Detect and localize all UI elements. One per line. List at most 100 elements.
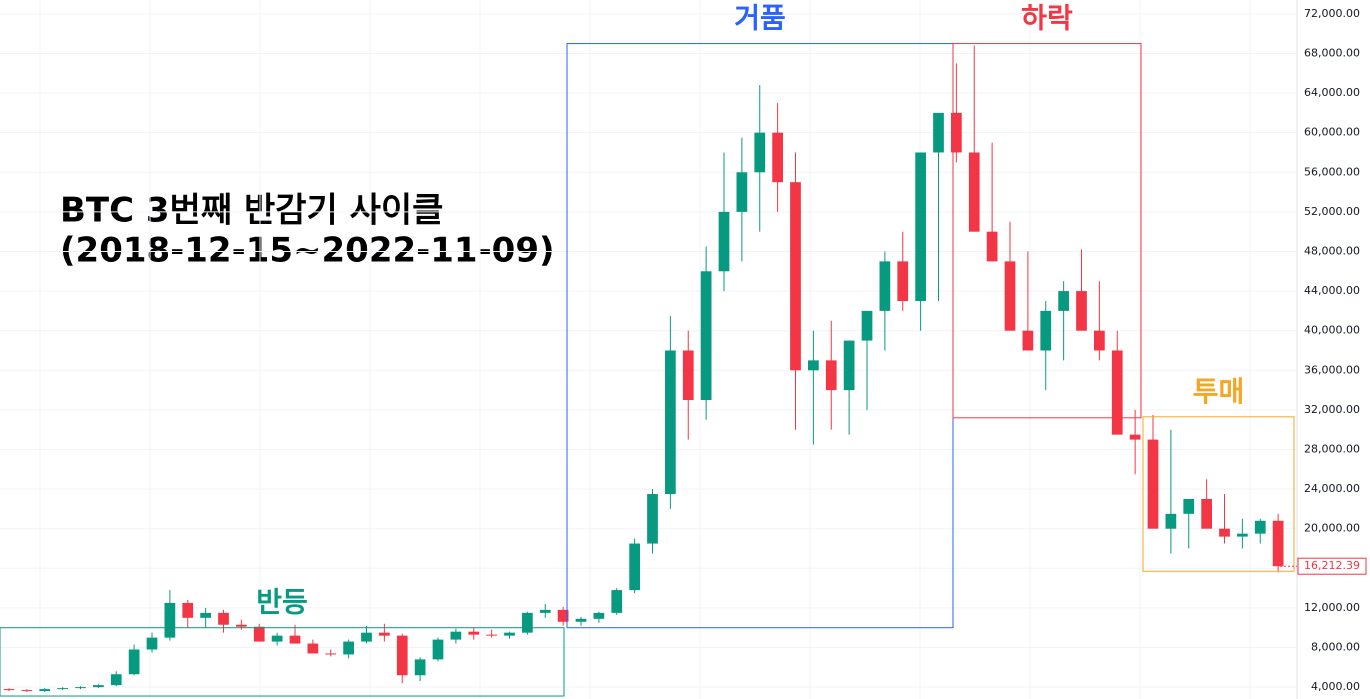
candle-body <box>218 612 229 625</box>
candle-body <box>450 631 462 640</box>
y-tick-label: 8,000.00 <box>1311 641 1360 654</box>
candle-body <box>808 360 819 371</box>
candle-body <box>271 635 283 642</box>
annotation-box <box>1142 416 1295 572</box>
chart-title: BTC 3번째 반감기 사이클 <box>60 191 443 231</box>
annotation-label: 거품 <box>734 2 786 35</box>
y-tick-label: 64,000.00 <box>1304 86 1360 99</box>
candle-body <box>843 340 855 391</box>
y-tick-label: 24,000.00 <box>1304 482 1360 495</box>
candle-body <box>772 132 783 183</box>
candle-body <box>593 612 605 619</box>
candle-body <box>1201 499 1212 529</box>
y-tick-label: 52,000.00 <box>1304 205 1360 218</box>
candle-body <box>1022 330 1034 351</box>
candle-body <box>146 637 158 650</box>
candle-body <box>718 211 730 272</box>
candle-body <box>200 612 211 618</box>
candle-body <box>182 602 194 618</box>
candle-body <box>1272 520 1284 567</box>
candle-body <box>396 635 408 676</box>
candle-body <box>343 641 354 655</box>
annotation-label: 투매 <box>1193 375 1245 408</box>
candle-body <box>21 690 33 692</box>
candle-body <box>57 688 68 690</box>
candle-body <box>968 152 980 232</box>
annotation-label: 하락 <box>1021 2 1073 35</box>
y-tick-label: 20,000.00 <box>1304 522 1360 535</box>
candle-body <box>682 350 694 400</box>
last-price-label: 16,212.39 <box>1304 559 1360 572</box>
y-tick-label: 32,000.00 <box>1304 403 1360 416</box>
candle-body <box>1004 261 1016 331</box>
candle-body <box>790 182 801 371</box>
candle-body <box>128 649 140 675</box>
y-tick-label: 36,000.00 <box>1304 363 1360 376</box>
candle-body <box>575 618 587 622</box>
candle-body <box>825 360 837 391</box>
candle-body <box>879 261 891 311</box>
candle-body <box>253 626 265 642</box>
candle-body <box>379 632 390 636</box>
candle-body <box>110 674 122 686</box>
candle-body <box>93 685 104 688</box>
candle-body <box>522 612 533 633</box>
annotation-box <box>0 627 565 697</box>
candle-body <box>325 653 337 655</box>
candle-body <box>3 689 15 691</box>
candle-body <box>1237 533 1248 537</box>
candle-body <box>665 350 676 495</box>
candle-body <box>736 172 748 212</box>
candle-body <box>986 231 998 262</box>
chart-subtitle: (2018-12-15~2022-11-09) <box>60 231 555 271</box>
candle-body <box>897 261 909 301</box>
y-tick-label: 4,000.00 <box>1311 680 1360 693</box>
y-tick-label: 56,000.00 <box>1304 165 1360 178</box>
candle-body <box>414 659 426 676</box>
candle-body <box>700 271 712 400</box>
candle-body <box>951 112 962 153</box>
candle-body <box>75 687 86 689</box>
candle-body <box>1165 513 1177 529</box>
candle-body <box>557 609 569 622</box>
candle-body <box>629 543 640 591</box>
y-tick-label: 12,000.00 <box>1304 601 1360 614</box>
candle-body <box>504 632 515 636</box>
candle-body <box>1094 330 1105 351</box>
y-tick-label: 72,000.00 <box>1304 7 1360 20</box>
y-tick-label: 28,000.00 <box>1304 442 1360 455</box>
candle-body <box>1254 520 1266 534</box>
candle-body <box>289 635 301 644</box>
candle-body <box>1183 499 1195 514</box>
candle-body <box>1076 291 1087 331</box>
y-tick-label: 60,000.00 <box>1304 126 1360 139</box>
candle-body <box>1040 310 1052 351</box>
candle-body <box>915 152 926 301</box>
candle-body <box>1058 291 1069 311</box>
candle-body <box>1147 439 1159 529</box>
y-tick-label: 44,000.00 <box>1304 284 1360 297</box>
candle-body <box>933 112 944 153</box>
candle-body <box>486 634 497 636</box>
candle-body <box>1111 350 1123 435</box>
y-tick-label: 48,000.00 <box>1304 244 1360 257</box>
candle-body <box>39 689 51 692</box>
y-tick-label: 40,000.00 <box>1304 324 1360 337</box>
candle-body <box>539 609 551 613</box>
candle-body <box>1219 528 1230 537</box>
candle-body <box>647 494 658 544</box>
candle-body <box>754 132 766 173</box>
annotation-box <box>952 43 1142 419</box>
annotation-label: 반등 <box>256 586 308 619</box>
candle-body <box>236 624 247 627</box>
candle-body <box>1129 434 1141 440</box>
y-tick-label: 68,000.00 <box>1304 46 1360 59</box>
candle-body <box>468 631 480 635</box>
candle-body <box>307 643 319 654</box>
candle-body <box>432 639 444 660</box>
candle-body <box>611 590 623 613</box>
candle-body <box>164 602 176 638</box>
last-price-box <box>1297 557 1367 575</box>
candle-body <box>861 310 873 341</box>
